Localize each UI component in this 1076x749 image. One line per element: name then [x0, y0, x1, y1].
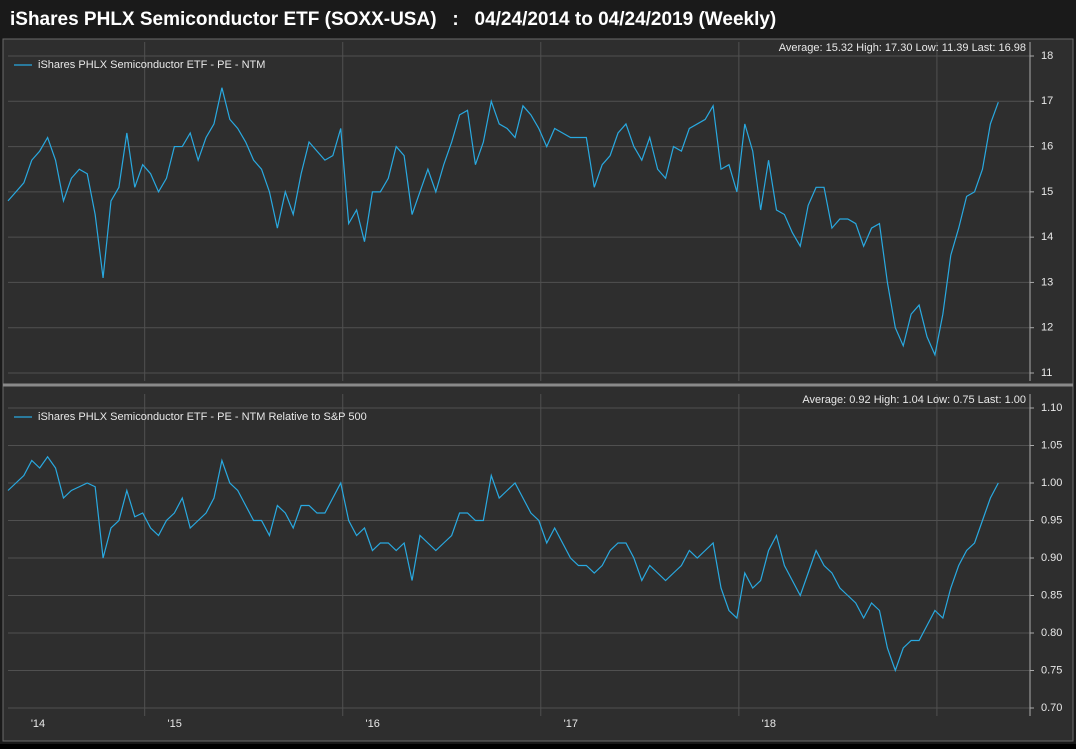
y-tick-label: 0.70	[1041, 702, 1062, 714]
y-tick-label: 14	[1041, 231, 1053, 243]
y-tick-label: 1.00	[1041, 477, 1062, 489]
legend-label: iShares PHLX Semiconductor ETF - PE - NT…	[38, 59, 265, 71]
y-tick-label: 0.90	[1041, 552, 1062, 564]
y-tick-label: 1.10	[1041, 402, 1062, 414]
x-tick-label: '16	[366, 718, 380, 730]
x-tick-label: '17	[564, 718, 578, 730]
y-tick-label: 0.95	[1041, 514, 1062, 526]
x-tick-label: '14	[31, 718, 45, 730]
x-tick-label: '18	[762, 718, 776, 730]
y-tick-label: 17	[1041, 95, 1053, 107]
y-tick-label: 1.05	[1041, 439, 1062, 451]
y-tick-label: 15	[1041, 186, 1053, 198]
y-tick-label: 0.80	[1041, 627, 1062, 639]
legend-label: iShares PHLX Semiconductor ETF - PE - NT…	[38, 411, 367, 423]
chart-frame	[2, 38, 1074, 742]
y-tick-label: 16	[1041, 140, 1053, 152]
chart-title: iShares PHLX Semiconductor ETF (SOXX-USA…	[10, 9, 776, 30]
y-tick-label: 0.85	[1041, 589, 1062, 601]
y-tick-label: 13	[1041, 276, 1053, 288]
y-tick-label: 11	[1041, 367, 1052, 379]
x-tick-label: '15	[167, 718, 181, 730]
y-tick-label: 12	[1041, 322, 1053, 334]
series-line	[7, 87, 999, 357]
summary-stats: Average: 15.32 High: 17.30 Low: 11.39 La…	[779, 42, 1026, 54]
summary-stats: Average: 0.92 High: 1.04 Low: 0.75 Last:…	[802, 394, 1026, 406]
y-tick-label: 0.75	[1041, 664, 1062, 676]
y-tick-label: 18	[1041, 50, 1053, 62]
series-line	[7, 455, 999, 673]
